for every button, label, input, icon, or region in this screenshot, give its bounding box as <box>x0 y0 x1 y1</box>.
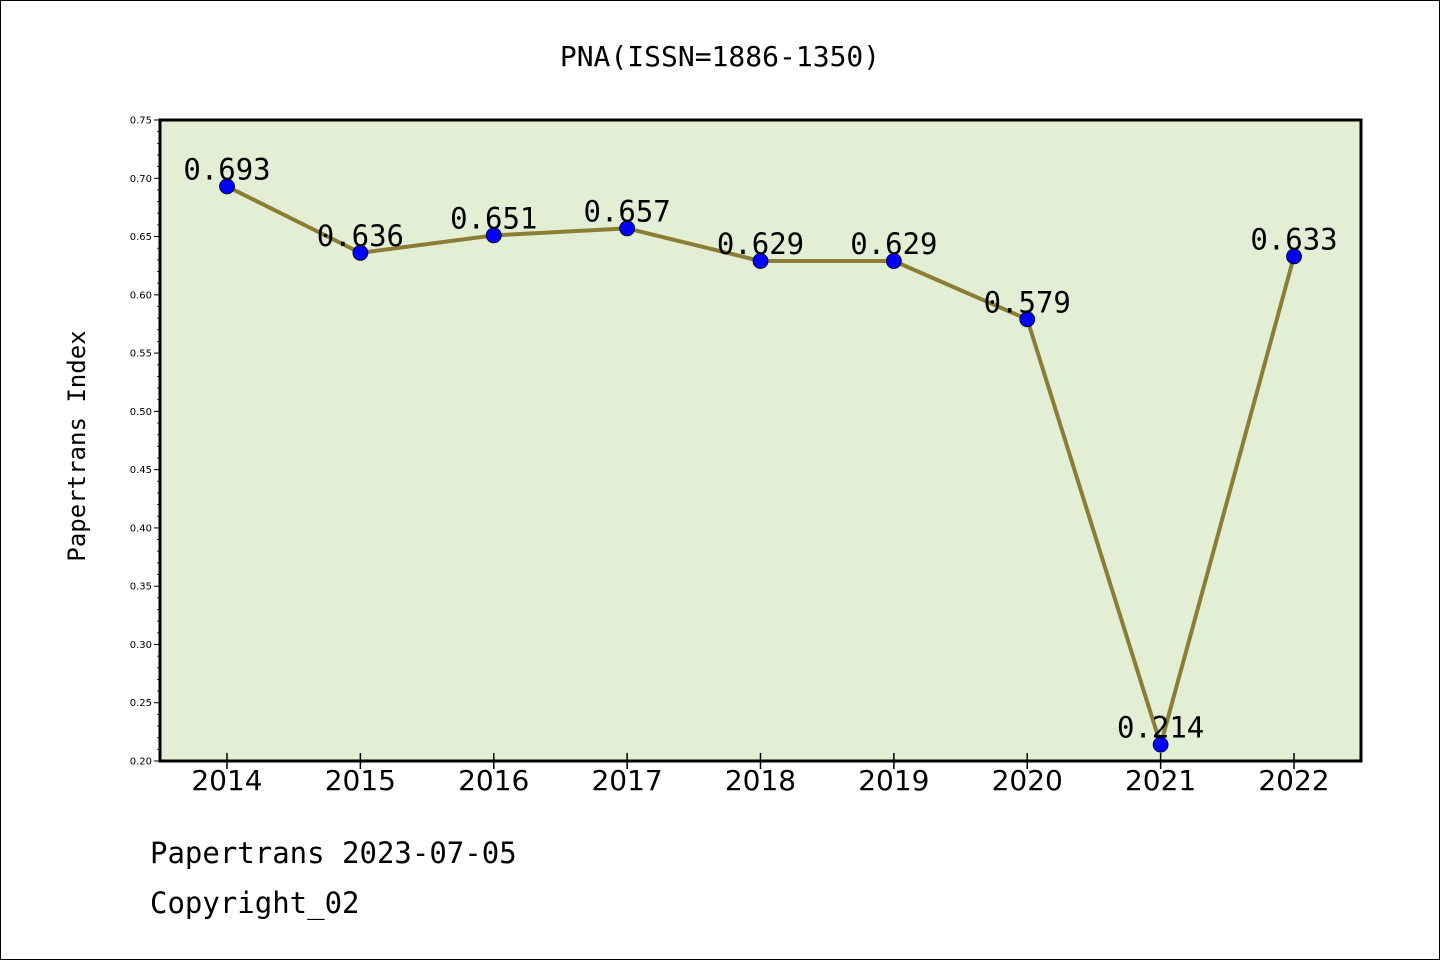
footer-date: Papertrans 2023-07-05 <box>150 836 517 870</box>
x-tick-label: 2021 <box>1125 764 1196 797</box>
y-tick-label: 0.70 <box>130 174 152 185</box>
y-tick-label: 0.20 <box>130 757 152 768</box>
data-markers <box>219 178 1302 753</box>
y-tick-label: 0.60 <box>130 290 152 301</box>
data-point <box>1286 248 1302 265</box>
x-tick-label: 2014 <box>191 764 262 797</box>
data-labels: 0.693 0.636 0.651 0.657 0.629 0.629 0.579 0.214… <box>183 152 1337 744</box>
footer-copyright: Copyright_02 <box>150 886 360 920</box>
plot-border <box>158 118 1363 763</box>
data-label: 0.633 <box>1250 222 1337 256</box>
data-point <box>352 244 369 261</box>
chart-title: PNA(ISSN=1886-1350) <box>560 40 880 73</box>
data-label: 0.629 <box>850 227 937 261</box>
data-point <box>619 220 636 237</box>
data-label: 0.657 <box>583 194 670 228</box>
y-tick-label: 0.55 <box>130 349 152 360</box>
x-tick-label: 2017 <box>591 764 662 797</box>
data-label: 0.636 <box>317 219 404 253</box>
y-axis-label: Papertrans Index <box>63 330 91 561</box>
y-tick-label: 0.40 <box>130 523 152 534</box>
x-tick-label: 2020 <box>992 764 1063 797</box>
data-point <box>1019 311 1036 328</box>
y-tick-label: 0.30 <box>130 640 152 651</box>
y-tick-label: 0.25 <box>130 698 152 709</box>
y-tick-label: 0.65 <box>130 232 152 243</box>
data-point <box>752 253 769 269</box>
x-tick-label: 2018 <box>725 764 796 797</box>
y-tick-label: 0.75 <box>130 116 152 127</box>
data-label: 0.651 <box>450 201 537 235</box>
y-axis: 0.20 0.25 0.30 0.35 0.40 0.45 0.50 0.55 0.60 0.65… <box>130 116 160 768</box>
x-axis: 2014 2015 2016 2017 2018 2019 2020 2021 2022 <box>191 753 1330 797</box>
x-tick-label: 2016 <box>458 764 529 797</box>
data-point <box>485 227 502 244</box>
data-label: 0.214 <box>1117 711 1204 745</box>
data-point <box>885 253 902 269</box>
y-tick-label: 0.35 <box>130 582 152 593</box>
data-label: 0.629 <box>717 227 804 261</box>
y-tick-label: 0.45 <box>130 465 152 476</box>
y-tick-label: 0.50 <box>130 407 152 418</box>
data-label: 0.579 <box>984 285 1071 319</box>
data-point <box>219 178 235 195</box>
x-tick-label: 2022 <box>1258 764 1329 797</box>
data-label: 0.693 <box>183 152 270 186</box>
data-point <box>1152 736 1169 753</box>
x-tick-label: 2015 <box>325 764 396 797</box>
x-tick-label: 2019 <box>858 764 929 797</box>
plot-area <box>160 120 1361 761</box>
